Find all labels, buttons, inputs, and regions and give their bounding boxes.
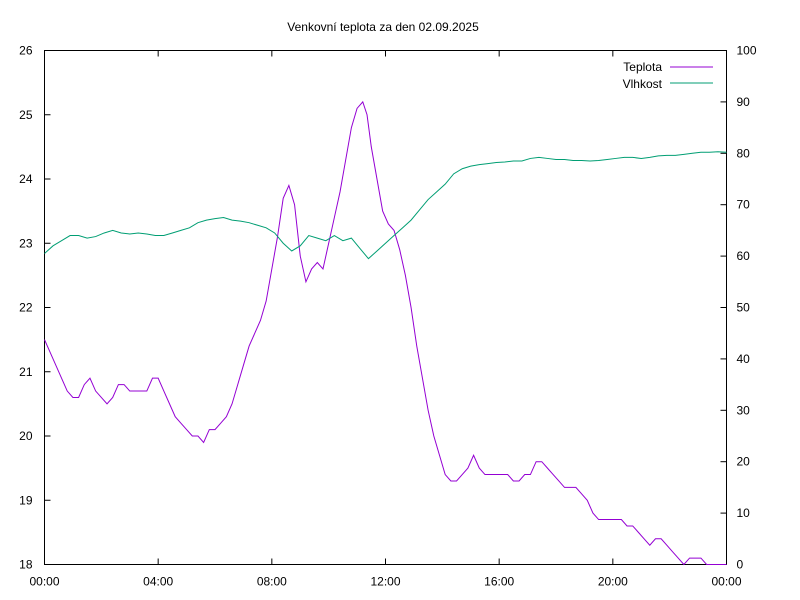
y2-tick-label: 90 bbox=[737, 95, 751, 109]
y2-tick-label: 30 bbox=[737, 403, 751, 417]
y-tick-label: 19 bbox=[19, 493, 33, 507]
y-tick-label: 18 bbox=[19, 558, 33, 572]
series-layer bbox=[44, 100, 727, 566]
legend-label-teplota: Teplota bbox=[623, 60, 662, 74]
y2-tick-label: 20 bbox=[737, 455, 751, 469]
chart-title: Venkovní teplota za den 02.09.2025 bbox=[287, 20, 479, 34]
y-tick-label: 25 bbox=[19, 108, 33, 122]
x-tick-label: 00:00 bbox=[29, 575, 59, 589]
x-tick-label: 16:00 bbox=[484, 575, 514, 589]
plot-frame bbox=[44, 50, 727, 565]
legend-label-vlhkost: Vlhkost bbox=[623, 77, 663, 91]
y-tick-label: 20 bbox=[19, 429, 33, 443]
y2-tick-label: 0 bbox=[737, 558, 744, 572]
axes-layer: 18 19 20 21 22 23 24 25 26 0 10 20 30 40 50 60 70 80 90 100… bbox=[19, 44, 757, 589]
y-tick-label: 23 bbox=[19, 236, 33, 250]
y2-tick-label: 50 bbox=[737, 301, 751, 315]
y-tick-label: 22 bbox=[19, 301, 33, 315]
series-line-vlhkost bbox=[44, 151, 727, 260]
y2-tick-label: 60 bbox=[737, 249, 751, 263]
series-line-teplota bbox=[44, 100, 727, 566]
x-tick-label: 08:00 bbox=[257, 575, 287, 589]
x-tick-label: 12:00 bbox=[370, 575, 400, 589]
y-tick-label: 26 bbox=[19, 44, 33, 58]
x-tick-label: 20:00 bbox=[598, 575, 628, 589]
y-tick-label: 21 bbox=[19, 365, 33, 379]
x-tick-label: 00:00 bbox=[711, 575, 741, 589]
y2-tick-label: 100 bbox=[737, 44, 757, 58]
y2-tick-label: 10 bbox=[737, 506, 751, 520]
y2-tick-label: 80 bbox=[737, 146, 751, 160]
legend: Teplota Vlhkost bbox=[623, 60, 713, 91]
y2-tick-label: 70 bbox=[737, 198, 751, 212]
x-tick-label: 04:00 bbox=[143, 575, 173, 589]
y2-tick-label: 40 bbox=[737, 352, 751, 366]
y-tick-label: 24 bbox=[19, 172, 33, 186]
